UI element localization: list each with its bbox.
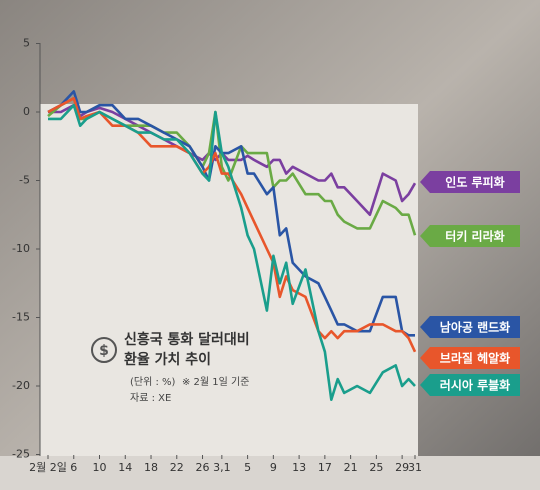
y-tick-label: -5 — [19, 174, 30, 187]
x-tick-label: 26 — [196, 461, 210, 474]
annotation: $ 신흥국 통화 달러대비 환율 가치 추이 (단위 : %) ※ 2월 1일 … — [91, 331, 250, 404]
source: 자료 : XE — [130, 392, 171, 404]
title-line: 환율 가치 추이 — [124, 351, 211, 368]
x-tick-label: 10 — [93, 461, 107, 474]
legend-tag — [420, 225, 520, 247]
series-line — [47, 90, 415, 337]
y-tick-label: -15 — [12, 311, 30, 324]
x-tick-label: 14 — [118, 461, 132, 474]
title-line: 신흥국 통화 달러대비 — [124, 331, 250, 348]
y-tick-label: 5 — [23, 37, 30, 50]
plot-panel — [40, 104, 418, 456]
legend-tag — [420, 316, 520, 338]
y-tick-label: -25 — [12, 448, 30, 461]
legend-tag — [420, 171, 520, 193]
unit: (단위 : %) — [130, 375, 176, 388]
series-line — [48, 103, 417, 216]
x-tick-label: 18 — [144, 461, 158, 474]
y-tick-label: -10 — [12, 242, 30, 255]
legend-label: 브라질 헤알화 — [440, 351, 510, 366]
y-tick-label: -20 — [12, 379, 30, 392]
icon-symbol: $ — [99, 343, 109, 359]
x-tick-label: 25 — [369, 461, 383, 474]
legend-tag — [420, 347, 520, 369]
note: ※ 2월 1일 기준 — [182, 376, 249, 388]
x-tick-label: 31 — [408, 461, 422, 474]
x-tick-label: 5 — [244, 461, 251, 474]
legend-label: 인도 루피화 — [445, 175, 504, 190]
x-tick-label: 17 — [318, 461, 332, 474]
legend-label: 러시아 루블화 — [440, 378, 510, 393]
x-tick-label: 22 — [170, 461, 184, 474]
legend-tag — [420, 374, 520, 396]
x-tick-label: 21 — [344, 461, 358, 474]
x-tick-label: 2월 2일 — [29, 460, 67, 474]
legend-label: 터키 리라화 — [445, 229, 504, 244]
x-tick-label: 29 — [395, 461, 409, 474]
series-line — [48, 103, 416, 402]
legend-label: 남아공 랜드화 — [440, 320, 510, 335]
x-tick-label: 9 — [270, 461, 277, 474]
x-tick-label: 13 — [292, 461, 306, 474]
series-line — [47, 97, 417, 353]
x-tick-label: 6 — [70, 461, 77, 474]
x-axis-band — [0, 456, 540, 490]
x-tick-label: 3,1 — [213, 461, 231, 474]
icon — [91, 337, 117, 363]
y-tick-label: 0 — [23, 105, 30, 118]
